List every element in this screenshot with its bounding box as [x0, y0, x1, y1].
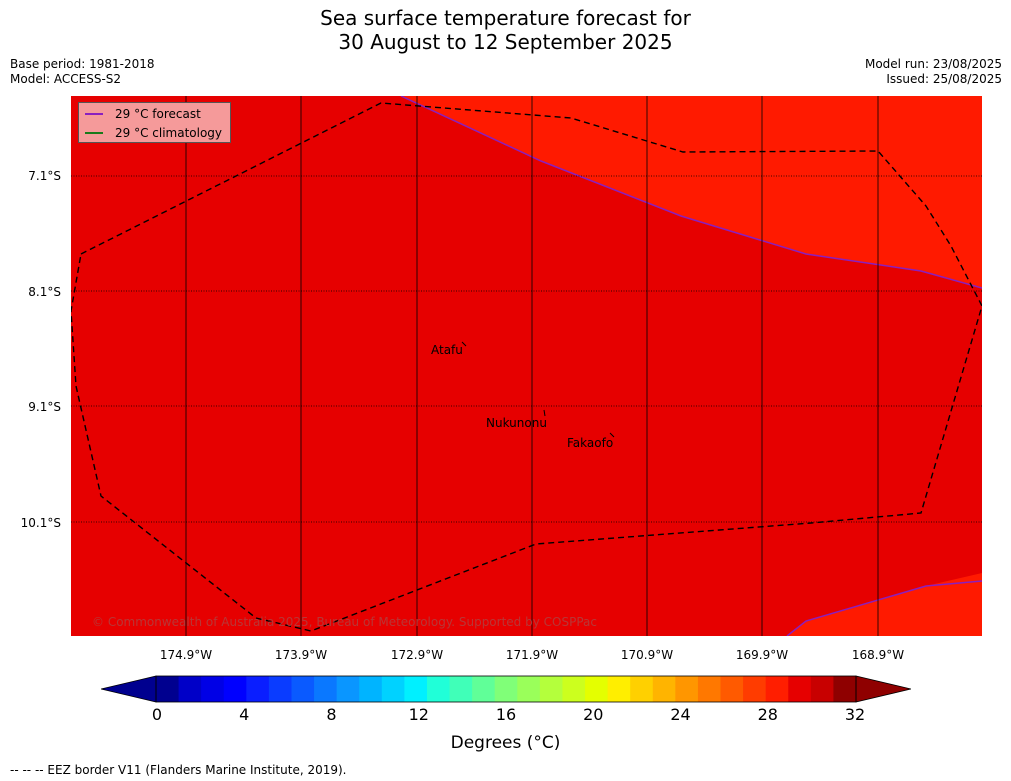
forecast-swatch [85, 112, 103, 115]
copyright-watermark: © Commonwealth of Australia 2025, Bureau… [92, 615, 597, 629]
colorbar-cell [223, 676, 247, 702]
climatology-swatch [85, 131, 103, 134]
colorbar-cell [359, 676, 383, 702]
map-canvas [71, 96, 982, 636]
lon-label: 172.9°W [390, 648, 444, 662]
legend-climatology-label: 29 °C climatology [115, 125, 223, 140]
atafu-atoll [461, 341, 467, 347]
colorbar-cell [765, 676, 789, 702]
colorbar-tick-label: 0 [151, 705, 163, 724]
lon-label: 174.9°W [159, 648, 213, 662]
colorbar-cell [404, 676, 428, 702]
forecast-isotherm-north [400, 96, 982, 289]
sst-map[interactable] [71, 96, 982, 636]
colorbar-cell [314, 676, 338, 702]
colorbar-cell [494, 676, 518, 702]
colorbar-frame [155, 675, 857, 703]
colorbar-max-arrow [855, 675, 911, 703]
colorbar-cell [630, 676, 654, 702]
colorbar-cell [268, 676, 292, 702]
colorbar-cell [291, 676, 315, 702]
colorbar-cell [517, 676, 541, 702]
colorbar-cell [720, 676, 744, 702]
meta-right: Model run: 23/08/2025 Issued: 25/08/2025 [865, 57, 1002, 87]
colorbar-cell [472, 676, 496, 702]
colorbar-tick-label: 12 [408, 705, 429, 724]
colorbar-cell [246, 676, 270, 702]
legend-climatology: 29 °C climatology [85, 125, 222, 140]
base-period-text: Base period: 1981-2018 [10, 57, 155, 71]
colorbar-cell [539, 676, 563, 702]
lon-label: 168.9°W [851, 648, 905, 662]
legend-forecast-label: 29 °C forecast [115, 106, 201, 121]
title-line-1: Sea surface temperature forecast for [320, 6, 691, 30]
place-atafu: Atafu [431, 343, 463, 357]
meta-left: Base period: 1981-2018 Model: ACCESS-S2 [10, 57, 155, 87]
colorbar [101, 675, 911, 703]
colorbar-cell [652, 676, 676, 702]
colorbar-tick-label: 28 [757, 705, 778, 724]
colorbar-cell [426, 676, 451, 702]
chart-title: Sea surface temperature forecast for 30 … [0, 6, 1011, 54]
colorbar-cells [156, 676, 857, 702]
colorbar-cell [178, 676, 202, 702]
legend-forecast: 29 °C forecast [85, 106, 201, 121]
colorbar-tick-label: 4 [239, 705, 250, 724]
lat-label: 8.1°S [28, 285, 61, 299]
place-nukunonu: Nukunonu [486, 416, 547, 430]
colorbar-cell [381, 676, 405, 702]
colorbar-cell [562, 676, 586, 702]
colorbar-tick-label: 32 [844, 705, 866, 724]
parallels [71, 175, 982, 523]
lat-label: 7.1°S [28, 169, 61, 183]
model-text: Model: ACCESS-S2 [10, 72, 122, 86]
colorbar-cell [697, 676, 722, 702]
place-fakaofo: Fakaofo [567, 436, 614, 450]
lon-label: 173.9°W [274, 648, 328, 662]
colorbar-cell [449, 676, 473, 702]
colorbar-cell [743, 676, 767, 702]
colorbar-tick-label: 24 [670, 705, 691, 724]
map-legend: 29 °C forecast 29 °C climatology [78, 102, 231, 143]
lat-label: 10.1°S [20, 516, 61, 530]
colorbar-cell [156, 676, 180, 702]
colorbar-cell [675, 676, 699, 702]
atolls [461, 341, 615, 438]
colorbar-cell [607, 676, 631, 702]
nukunonu-atoll [543, 409, 546, 417]
eez-footnote: -- -- -- EEZ border V11 (Flanders Marine… [10, 763, 347, 777]
lon-label: 171.9°W [505, 648, 559, 662]
lon-label: 170.9°W [620, 648, 674, 662]
colorbar-cell [585, 676, 609, 702]
colorbar-label: Degrees (°C) [450, 733, 561, 753]
lat-label: 9.1°S [28, 400, 61, 414]
colorbar-cell [336, 676, 360, 702]
model-run-text: Model run: 23/08/2025 [864, 57, 1002, 71]
fakaofo-atoll [609, 432, 615, 438]
colorbar-tick-label: 20 [583, 705, 604, 724]
colorbar-cell [833, 676, 857, 702]
colorbar-min-arrow [101, 675, 157, 703]
forecast-isotherm-south [786, 580, 982, 636]
colorbar-cell [810, 676, 834, 702]
colorbar-tick-label: 16 [495, 705, 517, 724]
colorbar-cell [788, 676, 812, 702]
lon-label: 169.9°W [735, 648, 789, 662]
eez-border [71, 102, 982, 632]
colorbar-cell [201, 676, 225, 702]
title-line-2: 30 August to 12 September 2025 [338, 30, 673, 54]
issued-text: Issued: 25/08/2025 [886, 72, 1002, 86]
cooler-sst-region [71, 96, 982, 636]
colorbar-tick-label: 8 [326, 705, 337, 724]
